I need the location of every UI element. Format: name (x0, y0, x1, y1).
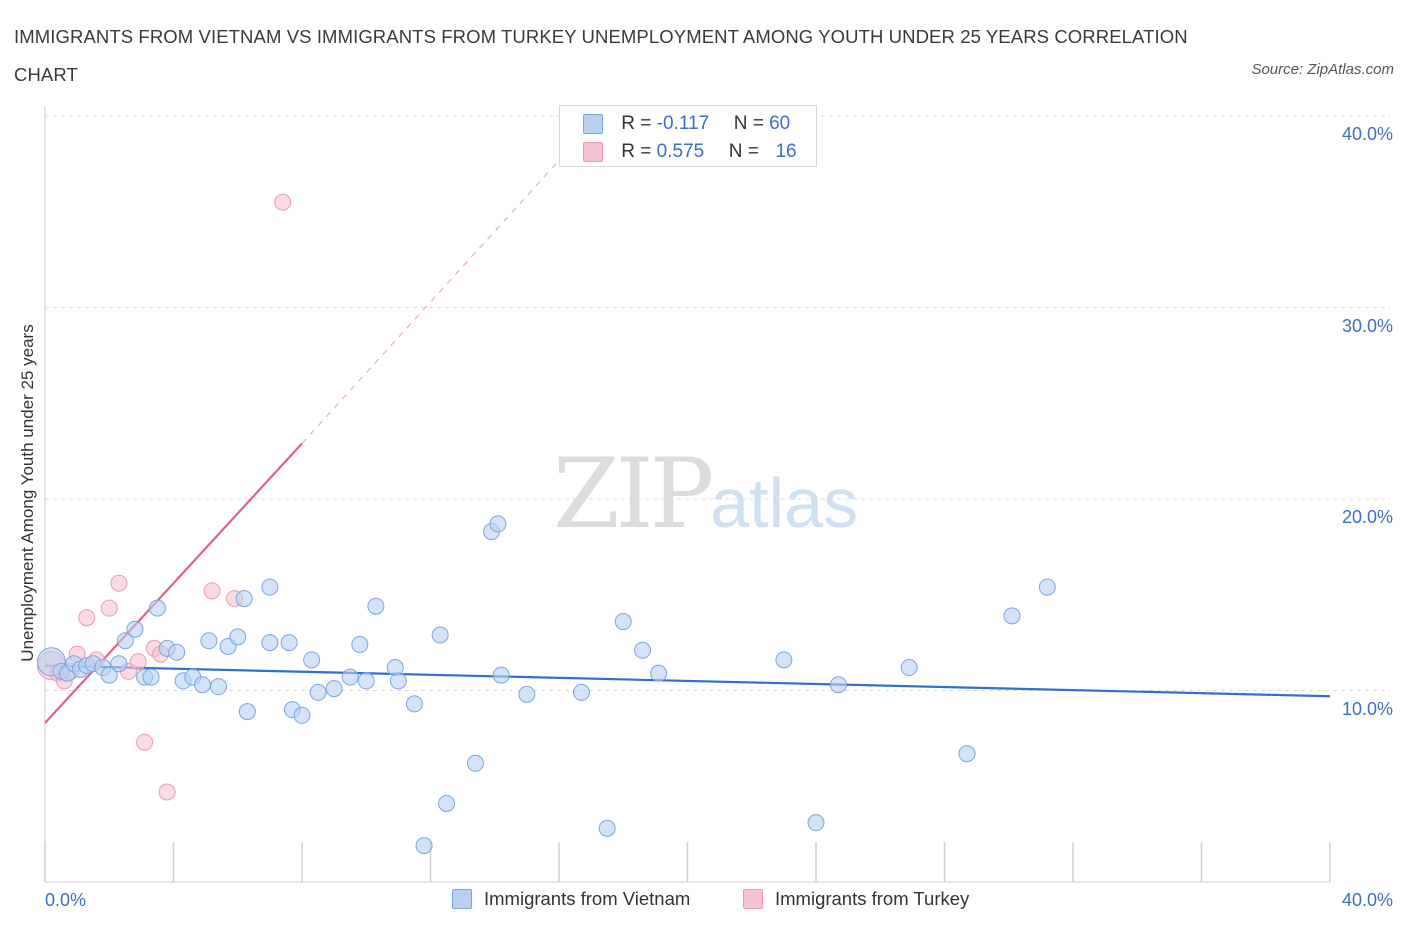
data-point-turkey (136, 733, 154, 751)
data-point-vietnam (367, 597, 385, 615)
data-point-vietnam (438, 794, 456, 812)
data-point-vietnam (142, 668, 160, 686)
bottom-legend-label-vietnam: Immigrants from Vietnam (484, 888, 691, 909)
data-point-vietnam (148, 599, 166, 617)
legend-n-value: 60 (769, 113, 791, 134)
data-point-vietnam (168, 643, 186, 661)
trend-line-turkey (44, 442, 303, 724)
data-point-vietnam (116, 632, 134, 650)
bottom-legend-vietnam: Immigrants from Vietnam (452, 888, 690, 910)
data-point-vietnam (193, 676, 211, 694)
data-point-turkey (110, 574, 128, 592)
data-point-vietnam (415, 837, 433, 855)
data-point-vietnam (1038, 578, 1056, 596)
data-point-vietnam (357, 672, 375, 690)
data-point-turkey (158, 783, 176, 801)
trend-line-turkey-extension (301, 142, 576, 444)
x-tick-label: 0.0% (45, 890, 87, 910)
data-point-vietnam (110, 655, 128, 673)
data-point-vietnam (126, 620, 144, 638)
data-point-vietnam (405, 695, 423, 713)
x-tick-label: 40.0% (1341, 890, 1393, 910)
data-point-vietnam (598, 819, 616, 837)
data-point-vietnam (261, 578, 279, 596)
bottom-legend-swatch-vietnam (452, 889, 472, 909)
legend-r-value: -0.117 (656, 113, 710, 134)
data-point-vietnam (958, 745, 976, 763)
data-point-turkey (129, 653, 147, 671)
watermark: ZIPatlas (553, 438, 858, 550)
data-point-vietnam (650, 664, 668, 682)
data-point-turkey (100, 599, 118, 617)
legend-r-label: R = (621, 141, 652, 162)
watermark-zip: ZIP (553, 438, 714, 550)
data-point-turkey (274, 193, 292, 211)
data-point-vietnam (238, 703, 256, 721)
data-point-vietnam (489, 515, 507, 533)
data-point-vietnam (309, 683, 327, 701)
data-point-vietnam (466, 754, 484, 772)
data-point-vietnam (325, 680, 343, 698)
bottom-legend-turkey: Immigrants from Turkey (743, 888, 969, 910)
data-point-vietnam (900, 659, 918, 677)
data-point-vietnam (280, 634, 298, 652)
correlation-legend: R = -0.117 N = 60 R = 0.575 N = 16 (559, 105, 817, 167)
y-tick-label: 30.0% (1341, 315, 1393, 336)
data-point-vietnam (229, 628, 247, 646)
data-point-vietnam (200, 632, 218, 650)
data-point-vietnam (572, 683, 590, 701)
legend-r-label: R = (621, 113, 652, 134)
legend-r-value: 0.575 (656, 141, 705, 162)
bottom-legend-swatch-turkey (743, 889, 763, 909)
data-point-vietnam (614, 613, 632, 631)
legend-swatch-turkey (583, 142, 603, 162)
data-point-vietnam (389, 672, 407, 690)
data-point-vietnam (303, 651, 321, 669)
y-tick-label: 20.0% (1341, 507, 1393, 527)
trend-line-vietnam (44, 664, 1331, 698)
data-point-vietnam (293, 706, 311, 724)
legend-row-turkey: R = 0.575 N = 16 (583, 138, 797, 166)
data-point-vietnam (775, 651, 793, 669)
data-point-vietnam (100, 666, 118, 684)
data-point-turkey (78, 609, 96, 627)
data-point-vietnam (492, 666, 510, 684)
legend-n-label: N = (728, 141, 759, 162)
legend-n-label: N = (733, 113, 764, 134)
data-point-vietnam (829, 676, 847, 694)
source-label: Source: ZipAtlas.com (1251, 61, 1394, 78)
legend-n-value: 16 (775, 141, 797, 162)
watermark-atlas: atlas (710, 464, 859, 542)
data-point-vietnam (1003, 607, 1021, 625)
data-point-vietnam (235, 590, 253, 608)
data-point-vietnam (518, 685, 536, 703)
data-point-turkey (203, 582, 221, 600)
bottom-legend-label-turkey: Immigrants from Turkey (775, 888, 970, 909)
y-tick-label: 10.0% (1341, 698, 1393, 719)
chart-title: IMMIGRANTS FROM VIETNAM VS IMMIGRANTS FR… (14, 26, 1188, 85)
y-tick-label: 40.0% (1341, 124, 1393, 144)
legend-row-vietnam: R = -0.117 N = 60 (583, 110, 791, 138)
legend-swatch-vietnam (583, 114, 603, 134)
data-point-vietnam (351, 636, 369, 654)
data-point-vietnam (341, 668, 359, 686)
data-point-vietnam (634, 641, 652, 659)
data-point-vietnam (209, 678, 227, 696)
data-point-vietnam (807, 814, 825, 832)
data-point-vietnam (431, 626, 449, 644)
data-point-vietnam (261, 634, 279, 652)
